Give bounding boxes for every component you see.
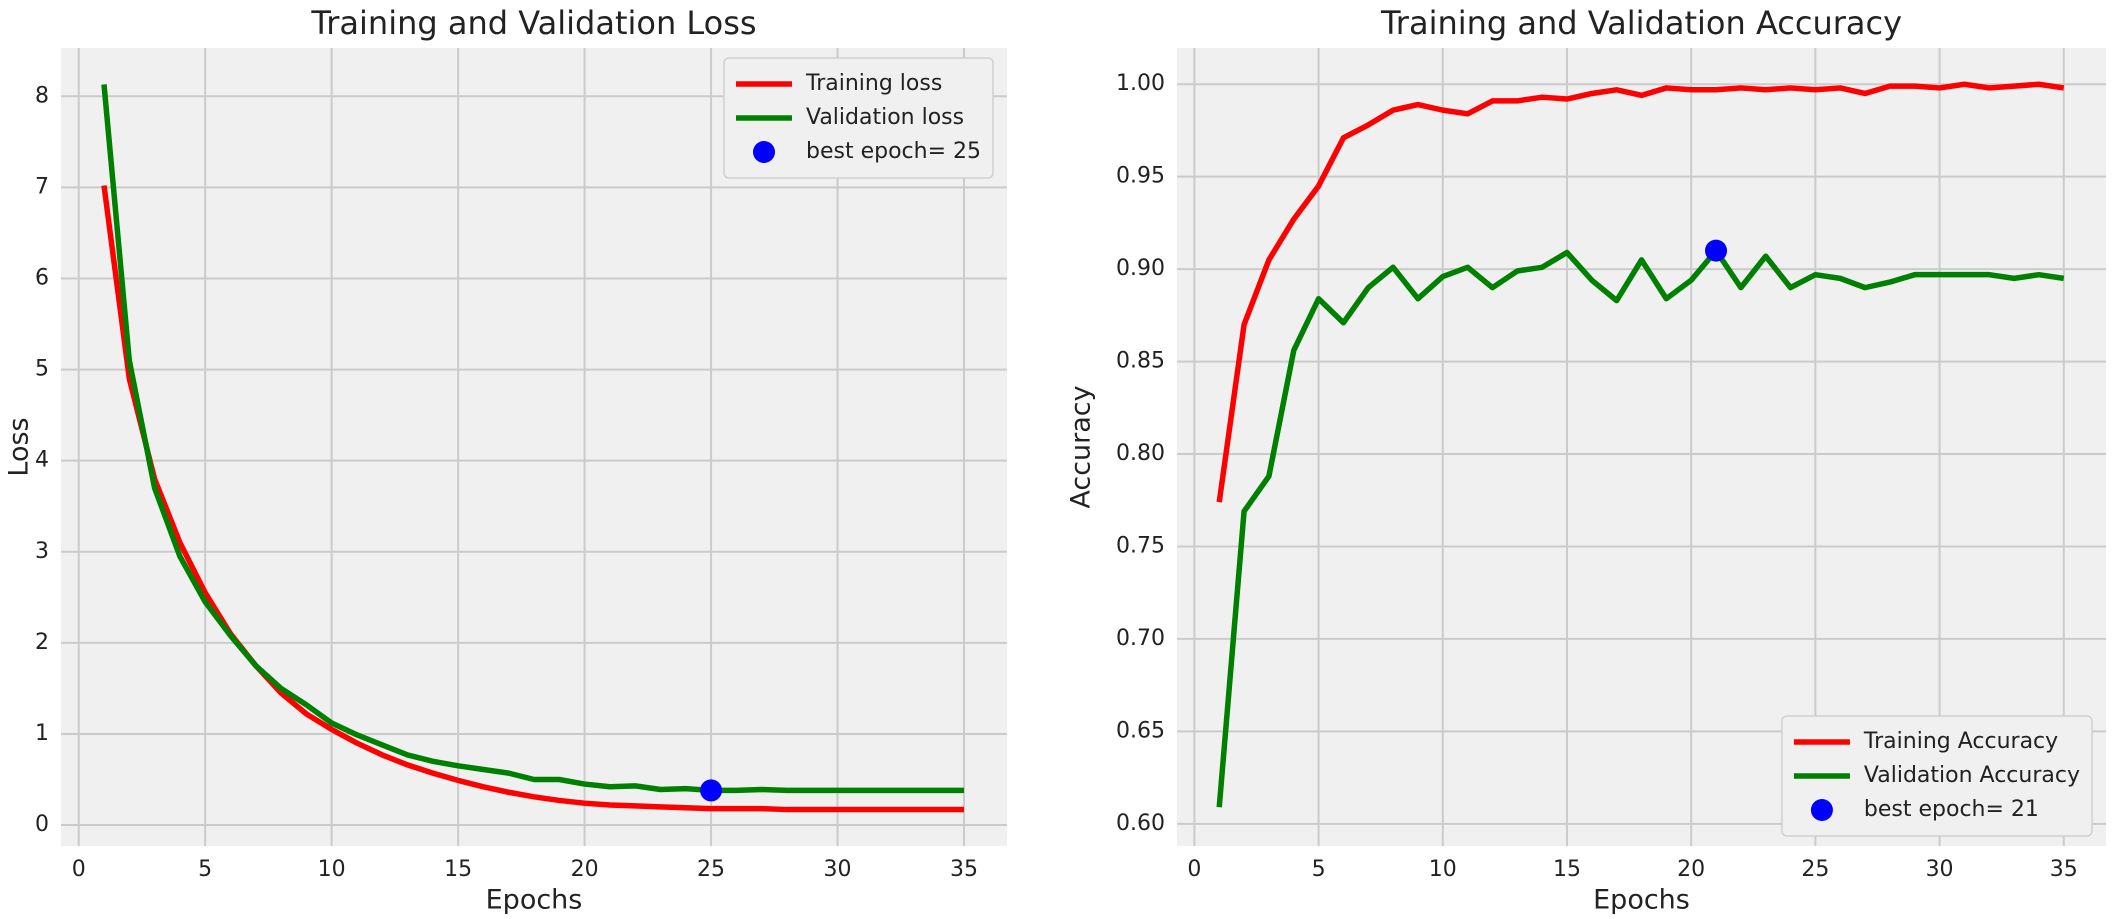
y-tick-label: 0.80 bbox=[1116, 441, 1165, 466]
legend-label: best epoch= 21 bbox=[1864, 797, 2039, 822]
x-tick-label: 5 bbox=[198, 857, 212, 882]
legend-label: best epoch= 25 bbox=[806, 139, 981, 164]
x-tick-label: 15 bbox=[444, 857, 472, 882]
y-axis-label: Loss bbox=[4, 417, 35, 476]
y-tick-label: 2 bbox=[35, 630, 49, 655]
y-tick-label: 0.65 bbox=[1116, 718, 1165, 743]
x-tick-label: 10 bbox=[1429, 857, 1457, 882]
series-line bbox=[1216, 247, 2065, 808]
y-axis-label: Accuracy bbox=[1066, 385, 1097, 508]
best-point bbox=[1705, 239, 1728, 262]
y-tick-label: 6 bbox=[35, 265, 49, 290]
y-tick-label: 7 bbox=[35, 174, 49, 199]
y-tick-label: 0.85 bbox=[1116, 349, 1165, 374]
y-tick-label: 3 bbox=[35, 539, 49, 564]
legend-label: Training Accuracy bbox=[1863, 729, 2058, 754]
x-tick-label: 35 bbox=[2050, 857, 2078, 882]
legend-label: Training loss bbox=[805, 71, 942, 96]
x-tick-label: 35 bbox=[950, 857, 978, 882]
x-tick-label: 0 bbox=[72, 857, 86, 882]
chart-title: Training and Validation Accuracy bbox=[1380, 4, 1902, 42]
legend-label: Validation loss bbox=[806, 105, 964, 130]
x-tick-label: 25 bbox=[697, 857, 725, 882]
plot-area bbox=[61, 48, 1007, 846]
x-tick-label: 30 bbox=[824, 857, 852, 882]
x-tick-label: 30 bbox=[1926, 857, 1954, 882]
best-point bbox=[700, 779, 723, 802]
legend-box bbox=[1781, 715, 2093, 837]
subplot: 0 5 10 15 20 25 30 35 0 1 2 3 4 5 6 7 8 Training and Vali… bbox=[4, 4, 1007, 916]
legend-marker bbox=[1810, 799, 1833, 821]
y-tick-label: 0.60 bbox=[1116, 811, 1165, 836]
legend: Training loss Validation loss best epoch= … bbox=[723, 57, 994, 179]
legend-marker bbox=[752, 141, 775, 163]
y-tick-label: 8 bbox=[35, 83, 49, 108]
series-line bbox=[101, 84, 964, 794]
y-tick-label: 0.95 bbox=[1116, 164, 1165, 189]
plot-area bbox=[1177, 48, 2106, 846]
x-tick-label: 10 bbox=[318, 857, 346, 882]
x-tick-label: 20 bbox=[571, 857, 599, 882]
x-axis-label: Epochs bbox=[1593, 885, 1690, 916]
y-tick-label: 4 bbox=[35, 448, 49, 473]
y-tick-label: 0 bbox=[35, 812, 49, 837]
y-tick-label: 5 bbox=[35, 357, 49, 382]
legend-label: Validation Accuracy bbox=[1864, 763, 2080, 788]
y-tick-label: 0.70 bbox=[1116, 626, 1165, 651]
x-axis-label: Epochs bbox=[486, 885, 583, 916]
y-tick-label: 0.90 bbox=[1116, 256, 1165, 281]
x-tick-label: 0 bbox=[1187, 857, 1201, 882]
y-tick-label: 1 bbox=[35, 721, 49, 746]
x-tick-label: 15 bbox=[1553, 857, 1581, 882]
chart-title: Training and Validation Loss bbox=[310, 4, 756, 42]
x-tick-label: 20 bbox=[1677, 857, 1705, 882]
legend: Training Accuracy Validation Accuracy best… bbox=[1781, 715, 2093, 837]
x-tick-label: 5 bbox=[1312, 857, 1326, 882]
x-tick-label: 25 bbox=[1801, 857, 1829, 882]
y-tick-label: 1.00 bbox=[1116, 71, 1165, 96]
subplot: 0 5 10 15 20 25 30 35 0.60 0.65 0.70 0.75 0.80 0.85 0.… bbox=[1066, 4, 2106, 916]
series-line bbox=[1216, 81, 2065, 503]
legend-box bbox=[723, 57, 994, 179]
y-tick-label: 0.75 bbox=[1116, 533, 1165, 558]
